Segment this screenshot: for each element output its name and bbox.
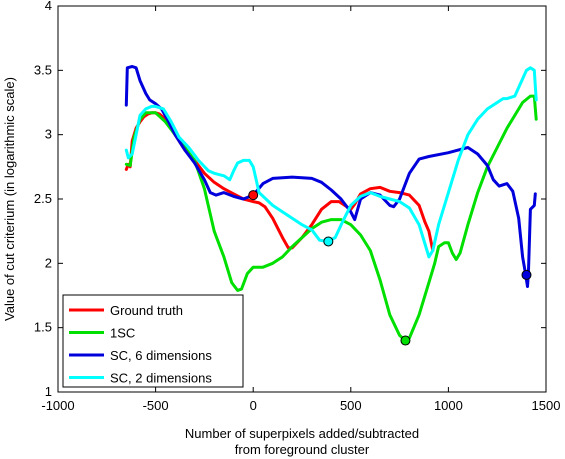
x-axis-label-line1: Number of superpixels added/subtracted [185, 426, 419, 441]
series-marker-3 [323, 236, 334, 247]
legend-entry: 1SC [110, 326, 135, 341]
x-tick-label: 0 [250, 398, 257, 413]
series-marker-1 [400, 335, 411, 346]
series-marker-0 [248, 190, 259, 201]
series-line-1 [124, 94, 538, 342]
marker-group [248, 190, 532, 346]
series-line-2 [124, 65, 537, 288]
x-tick-label: 1000 [434, 398, 463, 413]
series-marker-2 [521, 269, 532, 280]
x-tick-label: 1500 [532, 398, 561, 413]
y-tick-label: 1.5 [34, 320, 52, 335]
y-axis-label: Value of cut criterium (in logarithmic s… [2, 77, 17, 321]
tick-group: -1000 -500 0 500 1000 1500 1 1.5 2 2.5 3 3.5 4 [34, 0, 561, 413]
y-tick-label: 3 [45, 127, 52, 142]
legend-entry: SC, 6 dimensions [110, 348, 212, 363]
y-tick-label: 3.5 [34, 62, 52, 77]
x-tick-label: -1000 [41, 398, 74, 413]
legend: Ground truth 1SC SC, 6 dimensions SC, 2 dim… [62, 294, 244, 388]
legend-entry: Ground truth [110, 303, 183, 318]
y-tick-label: 2.5 [34, 191, 52, 206]
y-tick-label: 1 [45, 384, 52, 399]
x-axis-label-line2: from foreground cluster [235, 442, 370, 457]
y-tick-label: 4 [45, 0, 52, 13]
x-tick-label: -500 [143, 398, 169, 413]
y-tick-label: 2 [45, 255, 52, 270]
x-tick-label: 500 [340, 398, 362, 413]
legend-entry: SC, 2 dimensions [110, 371, 212, 386]
series-group [124, 65, 538, 342]
